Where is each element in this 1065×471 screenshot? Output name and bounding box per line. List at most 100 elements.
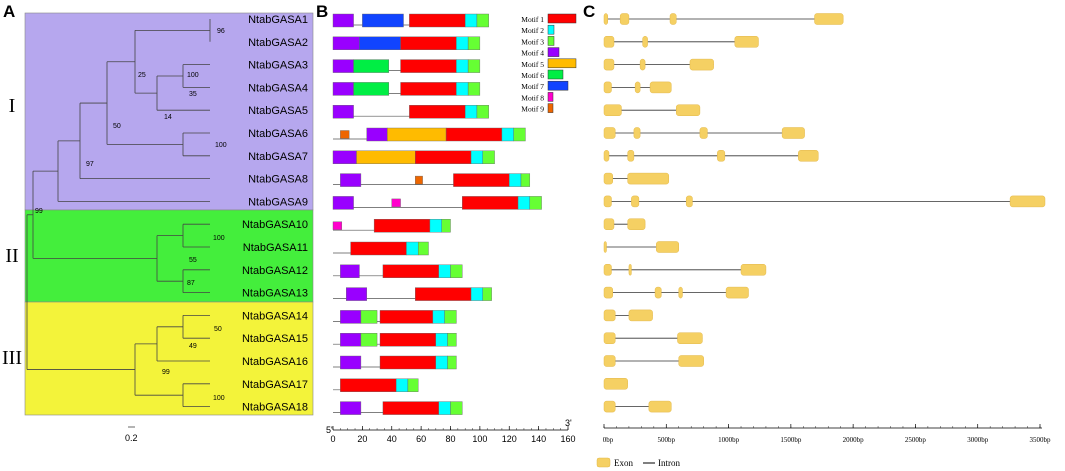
motif-legend-swatch [547, 24, 555, 35]
clade-box-3 [24, 301, 314, 416]
motif-box-2 [432, 310, 445, 324]
motif-box-4 [340, 264, 360, 278]
bootstrap-value: 55 [189, 257, 197, 264]
motif-legend-label: Motif 8 [521, 93, 544, 102]
clade-label: II [5, 245, 18, 267]
motif-box-2 [438, 401, 451, 415]
motif-box-2 [456, 59, 469, 73]
motif-box-2 [406, 241, 419, 256]
exon-box [678, 286, 683, 299]
gene-label: NtabGASA4 [248, 82, 308, 94]
exon-box [656, 241, 679, 253]
gene-structure-legend: Exon Intron [596, 457, 680, 468]
phylogenetic-tree [26, 19, 211, 408]
bootstrap-value: 99 [162, 369, 170, 376]
bootstrap-value: 87 [187, 280, 195, 287]
motif-axis-tick-label: 20 [357, 434, 367, 444]
motif-box-1 [453, 173, 510, 187]
clade-label: III [2, 347, 22, 369]
motif-box-2 [517, 196, 531, 210]
motif-box-4 [332, 150, 357, 165]
motif-legend-swatch [547, 13, 577, 24]
exon-box [628, 309, 653, 322]
exon-box [627, 150, 635, 162]
exon-box [603, 264, 612, 276]
motif-axis-tick-label: 0 [330, 434, 335, 444]
motif-box-2 [456, 36, 469, 50]
motif-box-3 [447, 333, 457, 347]
motif-box-4 [340, 355, 362, 370]
motif-box-1 [340, 378, 397, 392]
motif-box-1 [415, 150, 472, 165]
gene-label: NtabGASA7 [248, 151, 308, 163]
gene-label: NtabGASA11 [243, 242, 308, 254]
bootstrap-value: 100 [213, 235, 225, 242]
bootstrap-value: 97 [86, 161, 94, 168]
motif-axis-tick-label: 160 [560, 434, 575, 444]
gene-labels: NtabGASA1 NtabGASA2 NtabGASA3 NtabGASA4 Ntab… [242, 14, 308, 414]
exon-box [677, 332, 703, 344]
exon-box [717, 150, 726, 162]
exon-box [648, 400, 672, 413]
gene-label: NtabGASA13 [242, 288, 308, 300]
motif-legend-label: Motif 3 [521, 37, 544, 46]
gene-label: NtabGASA10 [242, 219, 308, 231]
motif-box-4 [340, 401, 362, 415]
bootstrap-value: 50 [214, 326, 222, 333]
motif-box-4 [346, 287, 367, 301]
motif-box-1 [462, 196, 519, 210]
exon-box [678, 355, 704, 367]
motif-box-1 [400, 59, 457, 73]
exon-box [603, 378, 628, 390]
gene-axis-tick-label: 3500bp [1030, 436, 1052, 444]
motif-axis: 0 20 40 60 80 100 120 140 160 5' 3' [326, 418, 576, 444]
bootstrap-values: 96 25 100 35 14 50 100 97 99 100 55 87 50 49 99 100 [35, 28, 227, 402]
motif-box-8 [391, 198, 401, 208]
gene-label: NtabGASA5 [248, 105, 308, 117]
motif-legend-label: Motif 6 [521, 71, 544, 80]
gene-label: NtabGASA6 [248, 128, 308, 140]
exon-box [676, 104, 701, 116]
motif-legend-label: Motif 9 [521, 105, 544, 114]
exon-box [603, 309, 616, 322]
motif-axis-end: 3' [565, 418, 572, 428]
clade-backgrounds [24, 12, 314, 416]
motif-legend-swatch [547, 58, 577, 69]
motif-box-2 [395, 378, 409, 392]
bootstrap-value: 14 [164, 114, 172, 121]
motif-box-3 [482, 150, 495, 165]
gene-structure-axis: 0bp 500bp 1000bp 1500bp 2000bp 2500bp 3000bp 35… [603, 424, 1051, 444]
motif-legend-label: Motif 1 [521, 15, 544, 24]
motif-box-4 [332, 196, 354, 210]
exon-box [633, 127, 641, 139]
motif-box-3 [467, 82, 481, 96]
exon-box [603, 150, 610, 162]
motif-box-3 [529, 196, 542, 210]
exon-box [619, 13, 630, 25]
motif-box-2 [509, 173, 522, 187]
bootstrap-value: 100 [213, 395, 225, 402]
exon-box [603, 195, 612, 208]
exon-box [685, 195, 693, 208]
gene-axis-tick-label: 2000bp [843, 436, 865, 444]
motif-box-2 [464, 104, 478, 119]
gene-label: NtabGASA16 [242, 356, 308, 368]
motif-panel [332, 13, 542, 415]
motif-box-2 [470, 150, 484, 165]
exon-box [634, 81, 641, 94]
gene-axis-tick-label: 0bp [603, 436, 614, 444]
motif-box-1 [379, 355, 437, 370]
clade-label: I [9, 95, 16, 117]
bootstrap-value: 49 [189, 343, 197, 350]
exon-box [603, 218, 615, 230]
gene-axis-tick-label: 1000bp [718, 436, 740, 444]
motif-box-2 [501, 127, 514, 142]
exon-box [628, 264, 632, 276]
bootstrap-value: 35 [189, 91, 197, 98]
gene-axis-tick-label: 3000bp [967, 436, 989, 444]
motif-legend-swatch [547, 103, 554, 113]
motif-box-3 [476, 13, 489, 28]
motif-box-4 [340, 333, 362, 347]
